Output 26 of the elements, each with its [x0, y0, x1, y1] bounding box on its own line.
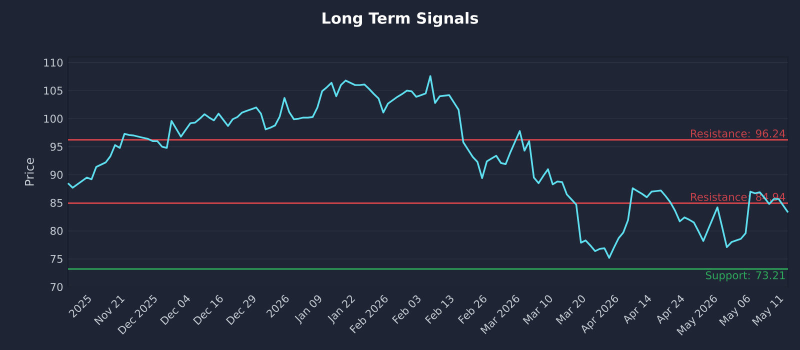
- x-tick-label: Feb 13: [424, 295, 454, 324]
- y-tick-label: 105: [44, 86, 62, 95]
- x-tick-label: Mar 20: [556, 295, 585, 325]
- y-tick-label: 85: [50, 198, 62, 207]
- x-tick-label: Jan 22: [328, 295, 356, 325]
- y-tick-label: 110: [44, 58, 63, 67]
- y-tick-label: 75: [50, 255, 62, 263]
- x-tick-label: Feb 03: [392, 295, 420, 324]
- y-tick-label: 95: [50, 142, 62, 151]
- x-tick-label: Dec 29: [226, 295, 256, 325]
- y-tick-label: 80: [50, 226, 63, 235]
- y-tick-label: 100: [44, 114, 63, 123]
- x-tick-label: Nov 21: [94, 296, 125, 326]
- y-axis-title: Price: [24, 158, 34, 186]
- ref-line-label: Support: 73.21: [706, 271, 785, 282]
- x-tick-label: Mar 10: [522, 295, 552, 325]
- x-tick-label: Apr 14: [624, 294, 652, 324]
- ref-line-label: Resistance: 96.24: [691, 129, 786, 138]
- x-tick-label: Jan 09: [294, 295, 322, 325]
- x-tick-label: Dec 16: [192, 294, 223, 325]
- x-tick-label: Feb 26: [458, 294, 486, 324]
- y-tick-label: 90: [50, 170, 63, 179]
- x-tick-label: Dec 04: [160, 294, 190, 325]
- y-tick-label: 70: [50, 282, 63, 292]
- chart-title: Long Term Signals: [322, 12, 478, 27]
- x-tick-label: Apr 24: [657, 294, 684, 324]
